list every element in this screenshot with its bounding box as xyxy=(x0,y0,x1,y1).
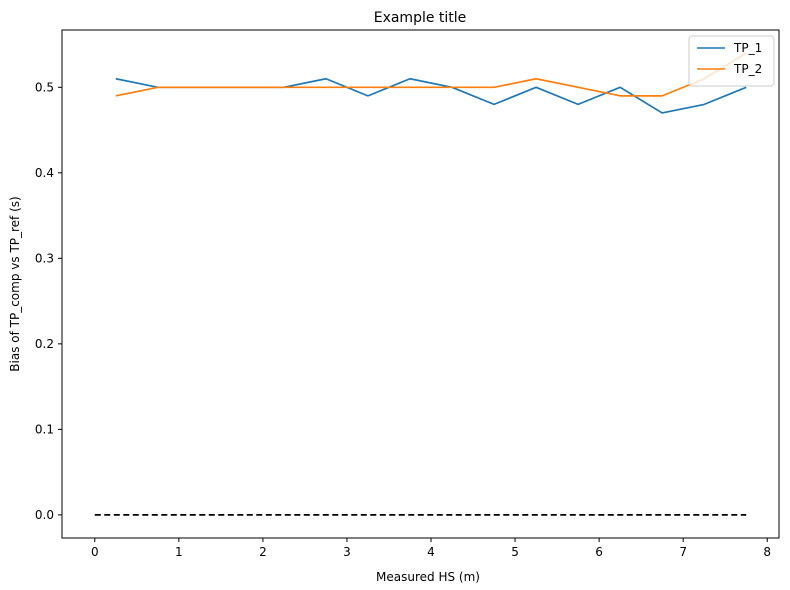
legend: TP_1 TP_2 xyxy=(688,35,775,87)
x-tick-label: 5 xyxy=(511,545,519,559)
y-tick-label: 0.5 xyxy=(35,80,54,94)
x-tick-label: 8 xyxy=(763,545,771,559)
x-tick-label: 0 xyxy=(91,545,99,559)
x-tick-label: 4 xyxy=(427,545,435,559)
x-axis-label: Measured HS (m) xyxy=(376,570,480,584)
y-tick-label: 0.3 xyxy=(35,251,54,265)
x-tick-label: 7 xyxy=(679,545,687,559)
axes: 0 1 2 3 4 5 6 7 8 0.0 0.1 0.2 0.3 0.4 0.5 xyxy=(35,80,771,559)
x-tick-label: 3 xyxy=(343,545,351,559)
x-tick-label: 1 xyxy=(175,545,183,559)
x-tick-label: 6 xyxy=(595,545,603,559)
y-axis-label: Bias of TP_comp vs TP_ref (s) xyxy=(8,196,22,371)
plot-frame xyxy=(61,29,780,539)
x-tick-label: 2 xyxy=(259,545,267,559)
y-tick-label: 0.1 xyxy=(35,422,54,436)
legend-label-tp-2: TP_2 xyxy=(733,62,762,76)
y-tick-label: 0.4 xyxy=(35,166,54,180)
chart-title: Example title xyxy=(374,10,467,26)
plot-area xyxy=(94,52,747,516)
y-tick-label: 0.0 xyxy=(35,508,54,522)
y-tick-label: 0.2 xyxy=(35,337,54,351)
series-line-tp-2 xyxy=(115,52,747,97)
legend-label-tp-1: TP_1 xyxy=(733,41,762,55)
